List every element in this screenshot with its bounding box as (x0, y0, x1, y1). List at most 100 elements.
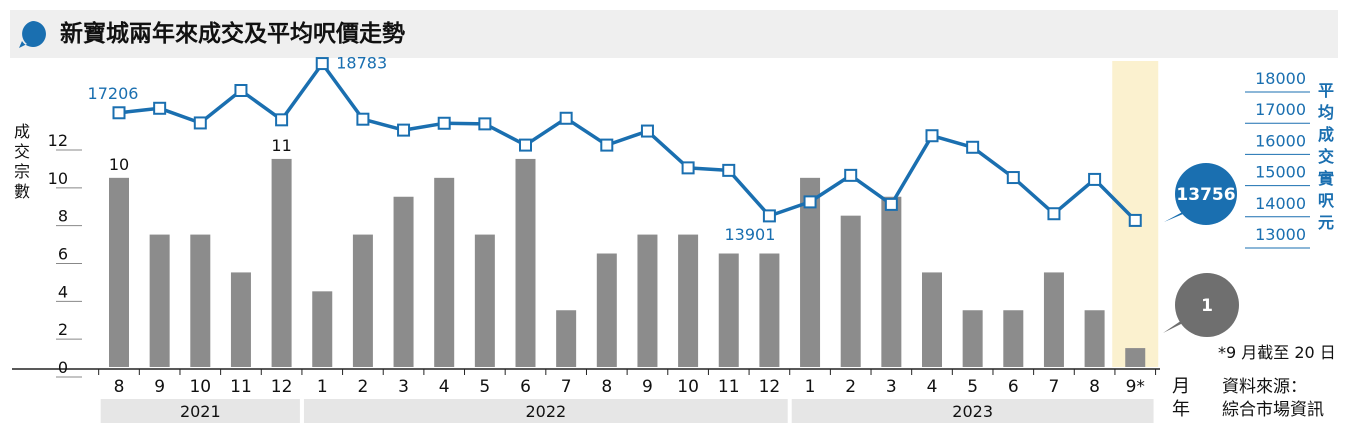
right-tick-label: 13000 (1255, 225, 1306, 244)
year-band-2023 (791, 399, 1154, 423)
bar-7 (556, 310, 577, 367)
line-point-7 (559, 111, 573, 125)
left-tick-label: 6 (58, 245, 68, 264)
bar-1 (800, 177, 821, 367)
x-category-label: 6 (1008, 377, 1019, 397)
bar-5 (474, 234, 495, 367)
x-category-label: 12 (759, 377, 781, 397)
left-tick-label: 4 (58, 282, 68, 301)
left-axis-label-char: 宗 (14, 162, 30, 181)
source-name: 綜合市場資訊 (1222, 400, 1324, 420)
line-point-7 (1047, 207, 1061, 221)
x-category-label: 3 (886, 377, 897, 397)
bar-7 (1043, 272, 1064, 367)
bar-2 (352, 234, 373, 367)
left-tick-label: 2 (58, 320, 68, 339)
right-axis-label-char: 呎 (1318, 191, 1335, 210)
x-category-label: 11 (230, 377, 252, 397)
bar-value-label: 11 (271, 136, 291, 155)
bar-6 (1003, 310, 1024, 367)
bar-4 (434, 177, 455, 367)
right-axis-label-char: 實 (1318, 169, 1334, 188)
speech-bubble-icon (19, 21, 46, 48)
line-point-8 (1088, 172, 1102, 186)
x-category-label: 8 (1089, 377, 1100, 397)
bar-12 (759, 253, 780, 367)
year-band-2021 (100, 399, 300, 423)
line-value-label: 13901 (724, 225, 775, 244)
line-series (118, 61, 1137, 222)
right-axis-label-char: 平 (1318, 81, 1334, 100)
bar-8 (1084, 310, 1105, 367)
right-tick-label: 18000 (1255, 69, 1306, 88)
right-axis-label-char: 均 (1318, 103, 1334, 122)
line-point-11 (722, 163, 736, 177)
bar-9 (149, 234, 170, 367)
line-point-5 (966, 140, 980, 154)
bar-12 (271, 158, 292, 367)
line-point-10 (681, 161, 695, 175)
line-point-6 (519, 138, 532, 152)
x-category-label: 9 (154, 377, 165, 397)
line-point-6 (1006, 171, 1020, 185)
x-category-label: 2 (845, 377, 856, 397)
x-category-label: 5 (479, 377, 490, 397)
x-category-label: 10 (677, 377, 699, 397)
x-category-label: 2 (357, 377, 368, 397)
footnote: *9 月截至 20 日 (1218, 343, 1336, 362)
line-point-2 (356, 112, 370, 126)
line-point-1 (315, 57, 329, 71)
x-category-label: 12 (271, 377, 293, 397)
right-axis-label-char: 成 (1318, 125, 1334, 144)
title-bar: 新寶城兩年來成交及平均呎價走勢 (10, 10, 1338, 58)
right-tick-label: 14000 (1255, 194, 1306, 213)
bar-10 (678, 234, 699, 367)
year-label: 2021 (180, 402, 221, 421)
chart-title: 新寶城兩年來成交及平均呎價走勢 (60, 21, 405, 47)
line-point-1 (803, 195, 817, 209)
callout-line-value: 13756 (1176, 185, 1235, 205)
year-unit: 年 (1172, 399, 1190, 420)
x-category-label: 6 (520, 377, 531, 397)
callout-bar-value: 1 (1201, 296, 1213, 316)
line-point-4 (437, 116, 451, 130)
source-label: 資料來源： (1222, 377, 1307, 397)
bar-8 (109, 177, 129, 367)
line-point-8 (600, 138, 614, 152)
month-unit: 月 (1172, 376, 1190, 397)
right-axis-label-char: 元 (1318, 213, 1334, 232)
right-tick-label: 16000 (1255, 131, 1306, 150)
left-tick-label: 8 (58, 207, 68, 226)
line-point-2 (844, 168, 858, 182)
right-axis-label-char: 交 (1318, 147, 1334, 166)
x-category-label: 3 (398, 377, 409, 397)
bar-9* (1125, 348, 1146, 367)
line-point-10 (193, 116, 207, 130)
bar-11 (718, 253, 739, 367)
line-point-4 (925, 129, 939, 143)
line-point-9 (153, 101, 167, 115)
line-point-11 (234, 83, 248, 97)
line-point-3 (884, 197, 898, 211)
x-category-label: 9* (1126, 377, 1145, 397)
bar-4 (922, 272, 942, 367)
year-band-2022 (303, 399, 788, 423)
left-tick-label: 10 (48, 169, 68, 188)
x-category-label: 7 (1049, 377, 1060, 397)
line-point-8 (112, 106, 126, 120)
line-point-3 (397, 123, 411, 137)
left-axis-label-char: 交 (14, 142, 30, 161)
x-category-label: 8 (601, 377, 612, 397)
x-category-label: 4 (927, 377, 938, 397)
line-point-9* (1128, 213, 1142, 227)
left-axis-label-char: 成 (14, 122, 30, 141)
callout-line-bubble (1175, 163, 1237, 225)
left-tick-label: 12 (48, 131, 68, 150)
bar-value-label: 10 (109, 155, 129, 174)
line-value-label: 17206 (88, 84, 139, 103)
x-category-label: 1 (805, 377, 816, 397)
bar-11 (230, 272, 251, 367)
x-category-label: 5 (967, 377, 978, 397)
